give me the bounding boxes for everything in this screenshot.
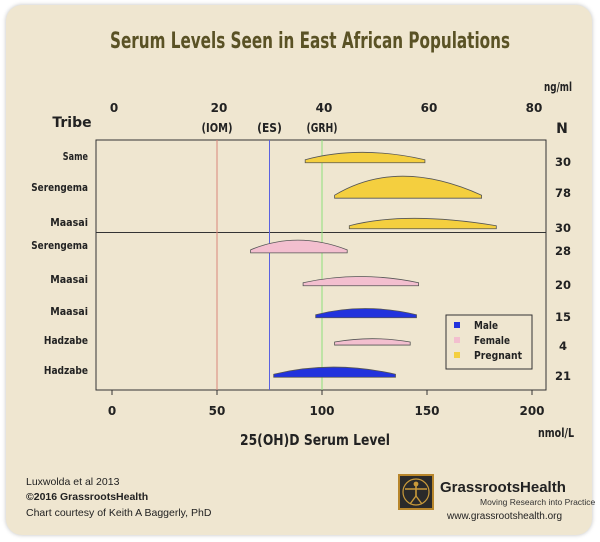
x-tick-label: 0 (108, 404, 116, 418)
top-axis-unit: ng/ml (544, 80, 572, 94)
tribe-label: Maasai (50, 216, 88, 229)
range-shape (334, 175, 482, 199)
reference-label: (GRH) (307, 121, 338, 135)
legend-swatch (454, 322, 460, 328)
logo-tagline: Moving Research into Practice (480, 497, 596, 507)
row-n-value: 15 (555, 310, 571, 324)
courtesy-note: Chart courtesy of Keith A Baggerly, PhD (26, 507, 212, 519)
tribe-label: Maasai (50, 305, 88, 318)
legend-box (445, 314, 533, 370)
tribe-header: Tribe (52, 115, 91, 131)
x-tick-label: 100 (309, 404, 334, 418)
citation: Luxwolda et al 2013 (26, 476, 120, 488)
row-n-value: 30 (555, 155, 571, 169)
tribe-label: Serengema (31, 239, 88, 252)
tribe-label: Same (63, 150, 88, 163)
legend-label: Female (474, 334, 510, 347)
logo-url: www.grassrootshealth.org (447, 511, 563, 522)
range-shape (250, 239, 348, 254)
x-tick-label: 200 (519, 404, 544, 418)
legend-swatch (454, 352, 460, 358)
plot-frame (95, 139, 547, 391)
chart-card (6, 5, 592, 535)
tribe-label: Serengema (31, 181, 88, 194)
top-tick-label: 80 (526, 101, 543, 115)
legend-label: Male (474, 319, 498, 332)
x-tick-label: 50 (209, 404, 226, 418)
tribe-label: Hadzabe (44, 334, 88, 347)
top-tick-label: 40 (316, 101, 333, 115)
tribe-label: Hadzabe (44, 364, 88, 377)
tribe-label: Maasai (50, 273, 88, 286)
x-tick-label: 150 (414, 404, 439, 418)
top-tick-label: 0 (110, 101, 118, 115)
top-tick-label: 20 (211, 101, 228, 115)
reference-label: (IOM) (202, 121, 233, 135)
range-shape (302, 276, 419, 287)
row-n-value: 78 (555, 186, 571, 200)
row-n-value: 30 (555, 221, 571, 235)
reference-label: (ES) (257, 121, 282, 135)
legend-label: Pregnant (474, 349, 522, 362)
range-shape (348, 217, 497, 230)
vitruvian-logo-icon (398, 474, 434, 510)
row-n-value: 4 (559, 339, 567, 353)
legend-swatch (454, 337, 460, 343)
top-tick-label: 60 (421, 101, 438, 115)
range-shape (304, 151, 426, 164)
copyright: ©2016 GrassrootsHealth (26, 491, 149, 503)
range-shape (334, 338, 411, 346)
logo-name: GrassrootsHealth (440, 479, 566, 496)
x-axis-label: 25(OH)D Serum Level (240, 431, 390, 449)
range-shape (273, 366, 396, 378)
vitruvian-figure-icon (402, 478, 430, 506)
x-axis-unit: nmol/L (538, 426, 574, 440)
row-n-value: 28 (555, 244, 571, 258)
n-header: N (556, 121, 568, 137)
row-n-value: 21 (555, 369, 571, 383)
chart-title: Serum Levels Seen in East African Popula… (110, 29, 510, 54)
range-shape (315, 308, 417, 319)
row-n-value: 20 (555, 278, 571, 292)
